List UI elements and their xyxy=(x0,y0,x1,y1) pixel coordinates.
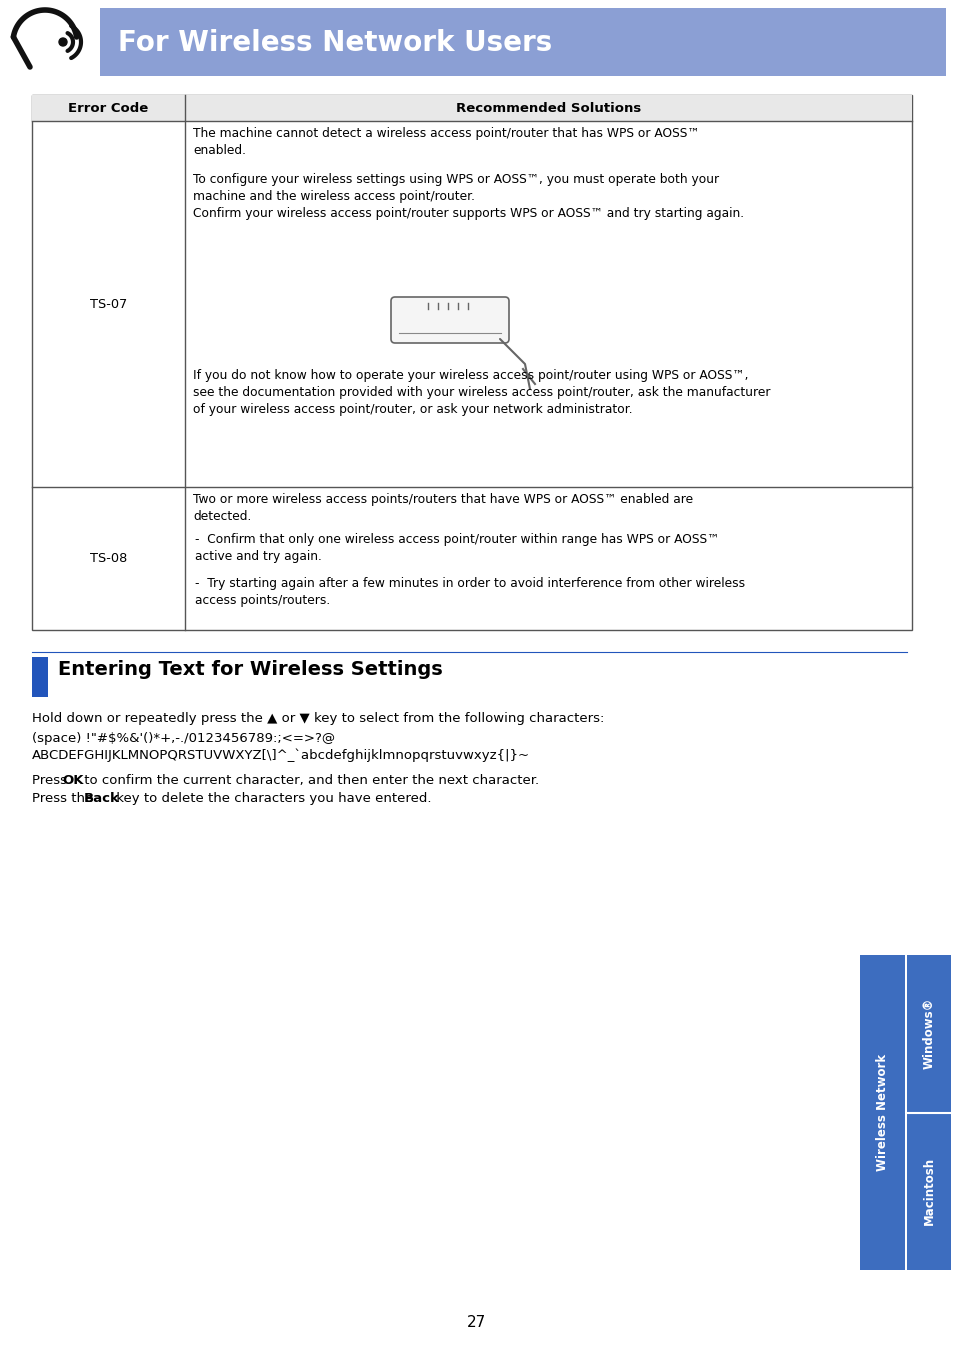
Bar xyxy=(906,1114,950,1270)
Text: ABCDEFGHIJKLMNOPQRSTUVWXYZ[\]^_`abcdefghijklmnopqrstuvwxyz{|}~: ABCDEFGHIJKLMNOPQRSTUVWXYZ[\]^_`abcdefgh… xyxy=(32,748,530,761)
Text: Wireless Network: Wireless Network xyxy=(875,1054,888,1170)
Text: key to delete the characters you have entered.: key to delete the characters you have en… xyxy=(112,792,431,805)
Text: (space) !"#$%&'()*+,-./0123456789:;<=>?@: (space) !"#$%&'()*+,-./0123456789:;<=>?@ xyxy=(32,732,335,745)
Text: Two or more wireless access points/routers that have WPS or AOSS™ enabled are
de: Two or more wireless access points/route… xyxy=(193,493,693,522)
Text: Hold down or repeatedly press the ▲ or ▼ key to select from the following charac: Hold down or repeatedly press the ▲ or ▼… xyxy=(32,711,604,725)
Text: TS-08: TS-08 xyxy=(90,552,127,566)
Text: If you do not know how to operate your wireless access point/router using WPS or: If you do not know how to operate your w… xyxy=(193,369,770,416)
Text: Press: Press xyxy=(32,774,71,787)
Text: OK: OK xyxy=(62,774,84,787)
Circle shape xyxy=(59,38,67,46)
Text: Macintosh: Macintosh xyxy=(922,1157,935,1226)
Text: -  Confirm that only one wireless access point/router within range has WPS or AO: - Confirm that only one wireless access … xyxy=(194,533,719,563)
Text: To configure your wireless settings using WPS or AOSS™, you must operate both yo: To configure your wireless settings usin… xyxy=(193,173,743,220)
Text: -  Try starting again after a few minutes in order to avoid interference from ot: - Try starting again after a few minutes… xyxy=(194,576,744,608)
Bar xyxy=(32,657,48,697)
Bar xyxy=(100,8,945,76)
Text: Windows®: Windows® xyxy=(922,998,935,1069)
Text: to confirm the current character, and then enter the next character.: to confirm the current character, and th… xyxy=(80,774,538,787)
Text: The machine cannot detect a wireless access point/router that has WPS or AOSS™
e: The machine cannot detect a wireless acc… xyxy=(193,127,699,157)
Text: Error Code: Error Code xyxy=(69,101,149,115)
Text: 27: 27 xyxy=(467,1315,486,1330)
Text: For Wireless Network Users: For Wireless Network Users xyxy=(118,28,552,57)
Text: Press the: Press the xyxy=(32,792,97,805)
FancyBboxPatch shape xyxy=(391,297,509,343)
Text: TS-07: TS-07 xyxy=(90,297,127,310)
Bar xyxy=(32,95,911,122)
Bar xyxy=(906,954,950,1111)
Text: Recommended Solutions: Recommended Solutions xyxy=(456,101,640,115)
Bar xyxy=(859,954,904,1270)
Text: Entering Text for Wireless Settings: Entering Text for Wireless Settings xyxy=(58,660,442,679)
Bar xyxy=(32,95,911,630)
Text: Back: Back xyxy=(84,792,120,805)
